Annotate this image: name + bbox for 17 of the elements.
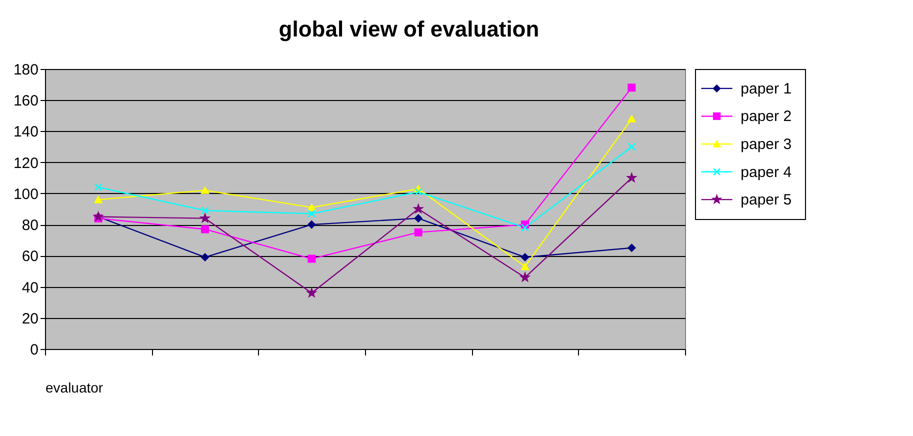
chart-title: global view of evaluation: [278, 16, 540, 42]
y-tick-label: 40: [22, 279, 38, 296]
y-tick-label: 100: [13, 186, 38, 203]
legend-label: paper 1: [740, 80, 792, 98]
y-tick-label: 120: [13, 154, 38, 172]
y-tick-label: 60: [22, 248, 38, 266]
y-tick-label: 20: [22, 310, 38, 328]
legend-label: paper 3: [740, 136, 792, 153]
y-tick-label: 160: [13, 92, 38, 110]
y-tick-label: 0: [30, 342, 38, 358]
legend-label: paper 2: [740, 108, 792, 126]
x-axis-title: evaluator: [46, 380, 104, 396]
legend-label: paper 4: [740, 164, 792, 181]
y-tick-label: 180: [13, 62, 38, 78]
y-tick-label: 140: [13, 124, 38, 141]
legend-label: paper 5: [740, 192, 792, 209]
y-tick-label: 80: [22, 217, 38, 234]
